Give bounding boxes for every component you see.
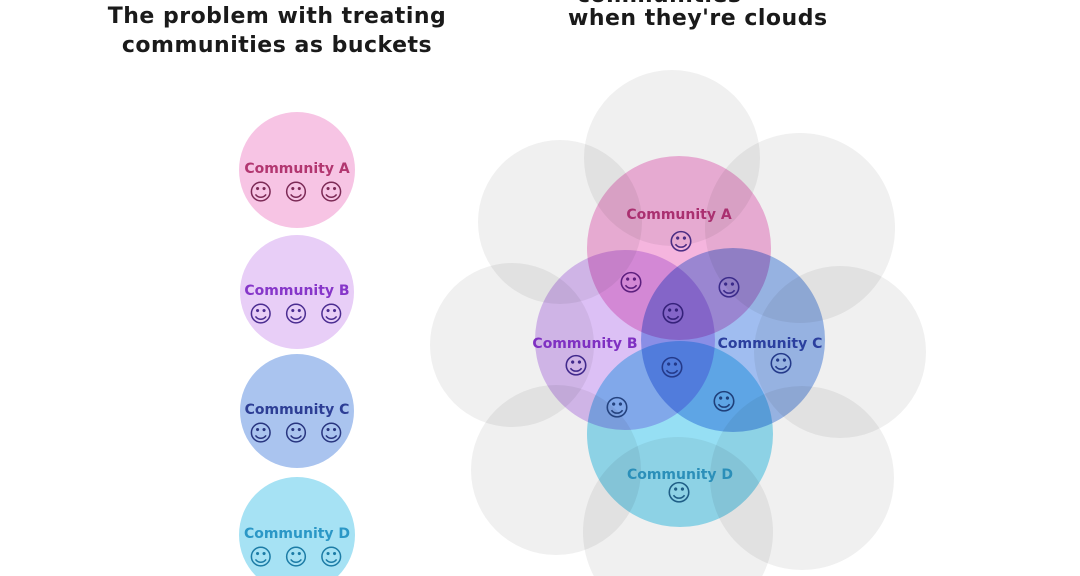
- community-label: Community B: [244, 283, 350, 299]
- smiley-icon-3: ☺: [716, 274, 742, 302]
- left-community-circle-a: Community A ☺ ☺ ☺: [239, 112, 355, 228]
- smiley-icon-6: ☺: [768, 350, 794, 378]
- right-title-line1-clipped: communities: [577, 0, 741, 8]
- cloud-community-circle-d: [587, 341, 773, 527]
- left-title-line2: communities as buckets: [121, 33, 433, 58]
- left-title-line1: The problem with treating: [107, 4, 447, 29]
- smiley-icon-1: ☺: [668, 228, 694, 256]
- left-community-content-a: Community A ☺ ☺ ☺: [239, 125, 355, 241]
- smiley-icon-2: ☺: [618, 269, 644, 297]
- community-label: Community C: [244, 402, 350, 418]
- left-community-circle-d: Community D ☺ ☺ ☺: [239, 477, 355, 576]
- left-community-content-d: Community D ☺ ☺ ☺: [239, 490, 355, 576]
- smiley-icon-10: ☺: [666, 479, 692, 507]
- left-community-content-b: Community B ☺ ☺ ☺: [240, 248, 354, 362]
- smiley-row-icon: ☺ ☺ ☺: [248, 302, 346, 328]
- cloud-community-label-d: Community D: [626, 467, 734, 483]
- smiley-icon-8: ☺: [604, 394, 630, 422]
- smiley-row-icon: ☺ ☺ ☺: [248, 421, 346, 447]
- left-title: The problem with treating communities as…: [77, 2, 477, 60]
- left-community-content-c: Community C ☺ ☺ ☺: [240, 367, 354, 481]
- cloud-community-label-a: Community A: [626, 207, 732, 223]
- smiley-row-icon: ☺ ☺ ☺: [248, 545, 346, 571]
- right-title-line2: when they're clouds: [568, 6, 828, 31]
- cloud-community-label-b: Community B: [532, 336, 638, 352]
- smiley-icon-7: ☺: [659, 354, 685, 382]
- left-community-circle-c: Community C ☺ ☺ ☺: [240, 354, 354, 468]
- smiley-icon-9: ☺: [711, 388, 737, 416]
- smiley-icon-5: ☺: [563, 352, 589, 380]
- community-label: Community D: [243, 526, 351, 542]
- community-label: Community A: [244, 161, 350, 177]
- cloud-community-label-c: Community C: [717, 336, 823, 352]
- left-community-circle-b: Community B ☺ ☺ ☺: [240, 235, 354, 349]
- smiley-row-icon: ☺ ☺ ☺: [248, 180, 346, 206]
- smiley-icon-4: ☺: [660, 300, 686, 328]
